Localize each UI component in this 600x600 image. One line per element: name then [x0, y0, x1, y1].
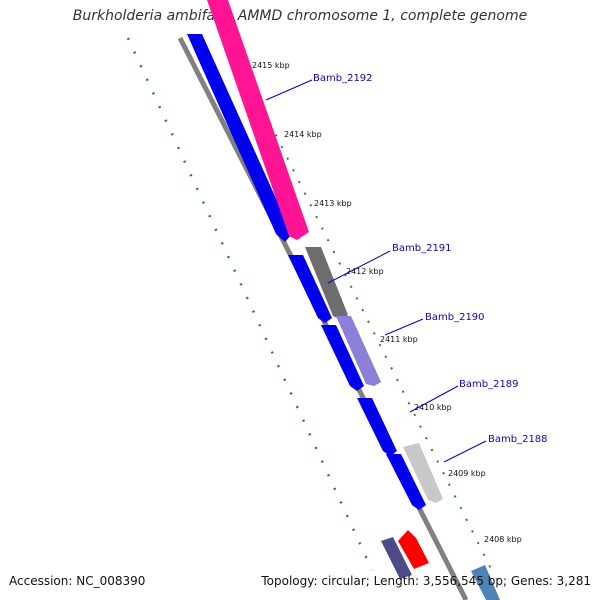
gene-steel-blue[interactable] [471, 565, 500, 600]
gene-dark-blue[interactable] [381, 537, 412, 579]
tick-label: 2408 kbp [484, 535, 522, 544]
tick-label: 2411 kbp [380, 335, 418, 344]
tick-label: 2410 kbp [414, 403, 452, 412]
tick-label: 2414 kbp [284, 130, 322, 139]
leader-line [265, 79, 313, 101]
gene-bamb-2188[interactable] [403, 443, 443, 503]
genome-summary-text: Topology: circular; Length: 3,556,545 bp… [261, 574, 591, 588]
gene-blue-1[interactable] [187, 34, 292, 242]
tick-label: 2412 kbp [346, 267, 384, 276]
outer-gene-track [207, 0, 500, 600]
leader-line [443, 440, 487, 463]
gene-blue-2[interactable] [288, 255, 332, 323]
gene-label-bamb-2190[interactable]: Bamb_2190 [425, 312, 485, 323]
gene-bamb-2192[interactable] [207, 0, 309, 240]
tick-label: 2413 kbp [314, 199, 352, 208]
gene-label-lines [265, 79, 487, 463]
accession-text: Accession: NC_008390 [9, 574, 146, 588]
gene-bamb-2191[interactable] [305, 247, 348, 320]
gene-red[interactable] [398, 530, 429, 569]
gene-blue-5[interactable] [386, 454, 426, 510]
map-title: Burkholderia ambifaria AMMD chromosome 1… [72, 8, 528, 24]
gene-label-bamb-2192[interactable]: Bamb_2192 [313, 73, 373, 84]
gene-labels: Bamb_2192 Bamb_2191 Bamb_2190 Bamb_2189 … [313, 73, 548, 445]
tick-label: 2415 kbp [252, 61, 290, 70]
gene-blue-3[interactable] [321, 325, 364, 391]
inner-cds-track [187, 34, 426, 510]
leader-line [327, 250, 391, 284]
gene-label-bamb-2188[interactable]: Bamb_2188 [488, 434, 548, 445]
tick-labels: 2415 kbp 2414 kbp 2413 kbp 2412 kbp 2411… [252, 61, 522, 544]
tick-label: 2409 kbp [448, 469, 486, 478]
gene-label-bamb-2189[interactable]: Bamb_2189 [459, 379, 519, 390]
gene-bamb-2190[interactable] [336, 316, 381, 386]
leader-line [384, 318, 424, 336]
gene-label-bamb-2191[interactable]: Bamb_2191 [392, 243, 452, 254]
leader-line [409, 385, 459, 413]
gene-blue-4[interactable] [357, 398, 397, 456]
